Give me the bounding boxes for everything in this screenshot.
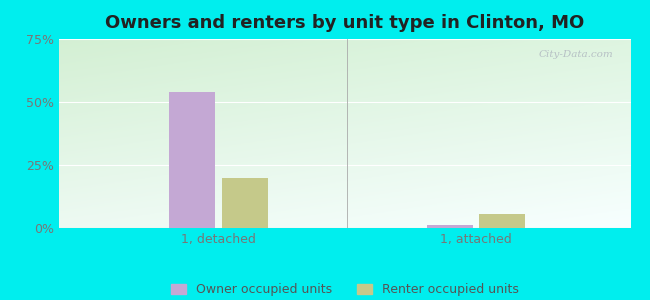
Title: Owners and renters by unit type in Clinton, MO: Owners and renters by unit type in Clint… bbox=[105, 14, 584, 32]
Text: City-Data.com: City-Data.com bbox=[539, 50, 614, 59]
Legend: Owner occupied units, Renter occupied units: Owner occupied units, Renter occupied un… bbox=[166, 278, 523, 300]
Bar bbox=[427, 225, 473, 228]
Bar bbox=[480, 214, 525, 228]
Bar bbox=[170, 92, 215, 228]
Bar bbox=[222, 178, 268, 228]
